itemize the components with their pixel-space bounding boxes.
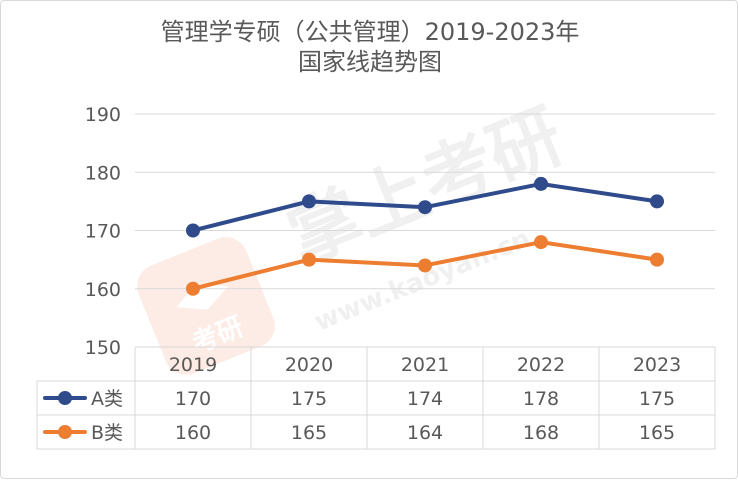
table-cell-value: 175	[291, 388, 327, 410]
data-point	[186, 281, 200, 296]
graduation-cap-icon	[176, 283, 229, 310]
table-cell-value: 174	[407, 388, 443, 410]
table-cell-value: 170	[175, 388, 211, 410]
x-tick-label: 2021	[401, 354, 449, 376]
y-tick-label: 180	[85, 162, 121, 184]
y-tick-label: 170	[85, 221, 121, 243]
table-cell-value: 165	[639, 422, 675, 444]
y-tick-label: 190	[85, 104, 121, 126]
chart-title-line-1: 管理学专硕（公共管理）2019-2023年	[160, 18, 580, 46]
table-cell-value: 164	[407, 422, 443, 444]
legend-marker	[58, 391, 72, 405]
data-point	[418, 258, 432, 273]
table-cell-value: 178	[523, 388, 559, 410]
y-tick-label: 150	[85, 337, 121, 359]
table-cell-value: 168	[523, 422, 559, 444]
legend-marker	[58, 425, 72, 439]
data-point	[650, 252, 664, 267]
data-point	[186, 223, 200, 238]
x-tick-label: 2019	[169, 354, 217, 376]
data-point	[302, 194, 316, 209]
y-tick-label: 160	[85, 279, 121, 301]
watermark-logo-badge	[137, 237, 275, 375]
legend-label: B类	[91, 422, 123, 444]
data-point	[418, 200, 432, 215]
table-cell-value: 175	[639, 388, 675, 410]
x-tick-label: 2020	[285, 354, 333, 376]
data-point	[650, 194, 664, 209]
data-point	[302, 252, 316, 267]
legend-label: A类	[91, 388, 123, 410]
table-cell-value: 165	[291, 422, 327, 444]
chart-title-line-2: 国家线趋势图	[298, 48, 442, 76]
watermark-logo: 考研	[137, 237, 275, 375]
data-point	[534, 235, 548, 250]
table-cell-value: 160	[175, 422, 211, 444]
data-point	[534, 176, 548, 191]
x-tick-label: 2022	[517, 354, 565, 376]
x-tick-label: 2023	[633, 354, 681, 376]
